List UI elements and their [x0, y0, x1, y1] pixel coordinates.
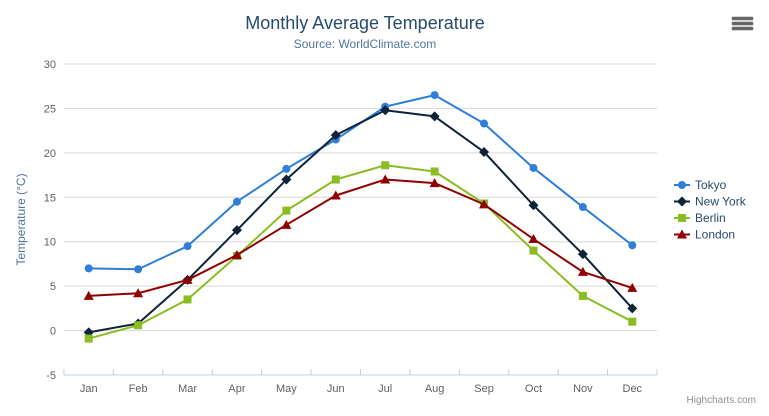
series-line [87, 164, 634, 340]
chart-subtitle: Source: WorldClimate.com [293, 37, 437, 51]
x-axis-label: Dec [623, 383, 643, 395]
data-point-marker[interactable] [528, 200, 539, 211]
data-point-marker[interactable] [578, 291, 587, 300]
data-point-marker[interactable] [183, 242, 192, 251]
y-axis-title: Temperature (°C) [14, 173, 28, 265]
x-axis-label: Feb [129, 383, 148, 395]
data-point-marker[interactable] [529, 246, 538, 255]
credits-link[interactable]: Highcharts.com [686, 395, 756, 406]
series-line [87, 178, 634, 297]
x-axis-label: Jan [80, 383, 98, 395]
legend-item-tokyo[interactable]: Tokyo [674, 178, 727, 192]
x-axis-label: Nov [573, 383, 593, 395]
legend: Tokyo New York Berlin London [674, 178, 747, 242]
x-axis-label: Apr [228, 383, 245, 395]
data-point-marker[interactable] [281, 174, 292, 185]
data-point-marker[interactable] [330, 130, 341, 141]
data-point-marker[interactable] [628, 241, 637, 250]
data-point-marker[interactable] [380, 174, 391, 184]
data-point-marker[interactable] [380, 105, 391, 116]
data-point-marker[interactable] [83, 290, 94, 300]
data-point-marker[interactable] [628, 317, 637, 326]
data-point-marker[interactable] [578, 203, 587, 212]
data-point-marker[interactable] [331, 175, 340, 184]
y-axis-label: 25 [44, 103, 56, 115]
hamburger-bar [732, 27, 753, 30]
data-point-marker[interactable] [479, 146, 490, 157]
series-london [83, 174, 638, 300]
data-point-marker[interactable] [430, 91, 439, 100]
data-point-marker[interactable] [183, 295, 192, 304]
data-point-marker[interactable] [281, 219, 292, 229]
data-point-marker[interactable] [330, 190, 341, 200]
x-axis-label: Aug [425, 383, 445, 395]
y-axis-label: -5 [46, 370, 56, 382]
series-tokyo [84, 91, 637, 274]
legend-item-berlin[interactable]: Berlin [674, 211, 726, 225]
legend-label: Berlin [695, 211, 726, 225]
data-point-marker[interactable] [480, 119, 489, 128]
legend-item-london[interactable]: London [674, 228, 735, 242]
x-axis-label: May [276, 383, 297, 395]
legend-item-new-york[interactable]: New York [674, 195, 747, 209]
chart-title: Monthly Average Temperature [245, 13, 485, 33]
legend-symbol-marker[interactable] [678, 214, 686, 222]
data-point-marker[interactable] [231, 225, 242, 236]
data-point-marker[interactable] [429, 178, 440, 188]
series-line [87, 109, 634, 334]
y-axis-label: 30 [44, 59, 56, 71]
data-point-marker[interactable] [430, 167, 439, 176]
legend-symbol-marker[interactable] [678, 181, 686, 189]
data-point-marker[interactable] [282, 206, 291, 215]
legend-symbol-marker[interactable] [677, 196, 687, 207]
x-axis-label: Jun [327, 383, 345, 395]
series-line [87, 94, 634, 271]
x-axis-label: Jul [378, 383, 392, 395]
data-point-marker[interactable] [182, 274, 193, 284]
x-axis-label: Oct [525, 383, 542, 395]
data-point-marker[interactable] [282, 164, 291, 173]
data-point-marker[interactable] [84, 334, 93, 343]
legend-label: London [695, 228, 735, 242]
x-axis-label: Mar [178, 383, 197, 395]
x-axis-label: Sep [474, 383, 494, 395]
data-point-marker[interactable] [529, 163, 538, 172]
data-point-marker[interactable] [479, 199, 490, 209]
legend-label: New York [695, 195, 747, 209]
data-point-marker[interactable] [232, 197, 241, 206]
data-point-marker[interactable] [627, 303, 638, 314]
y-axis-label: 0 [50, 326, 56, 338]
data-point-marker[interactable] [381, 161, 390, 170]
hamburger-menu-icon[interactable] [732, 17, 753, 32]
data-point-marker[interactable] [133, 288, 144, 298]
hamburger-bar [732, 22, 753, 25]
y-axis-label: 15 [44, 192, 56, 204]
y-axis-label: 10 [44, 237, 56, 249]
legend-label: Tokyo [695, 178, 727, 192]
y-axis-label: 20 [44, 148, 56, 160]
legend-symbol-marker[interactable] [677, 229, 687, 239]
hamburger-bar [732, 17, 753, 20]
data-point-marker[interactable] [84, 264, 93, 273]
data-point-marker[interactable] [528, 234, 539, 244]
data-point-marker[interactable] [627, 282, 638, 292]
data-point-marker[interactable] [429, 111, 440, 122]
y-axis-label: 5 [50, 281, 56, 293]
data-point-marker[interactable] [231, 250, 242, 260]
data-point-marker[interactable] [134, 265, 143, 274]
data-point-marker[interactable] [577, 266, 588, 276]
data-point-marker[interactable] [577, 249, 588, 260]
data-point-marker[interactable] [134, 321, 143, 330]
series-new-york [83, 105, 638, 338]
